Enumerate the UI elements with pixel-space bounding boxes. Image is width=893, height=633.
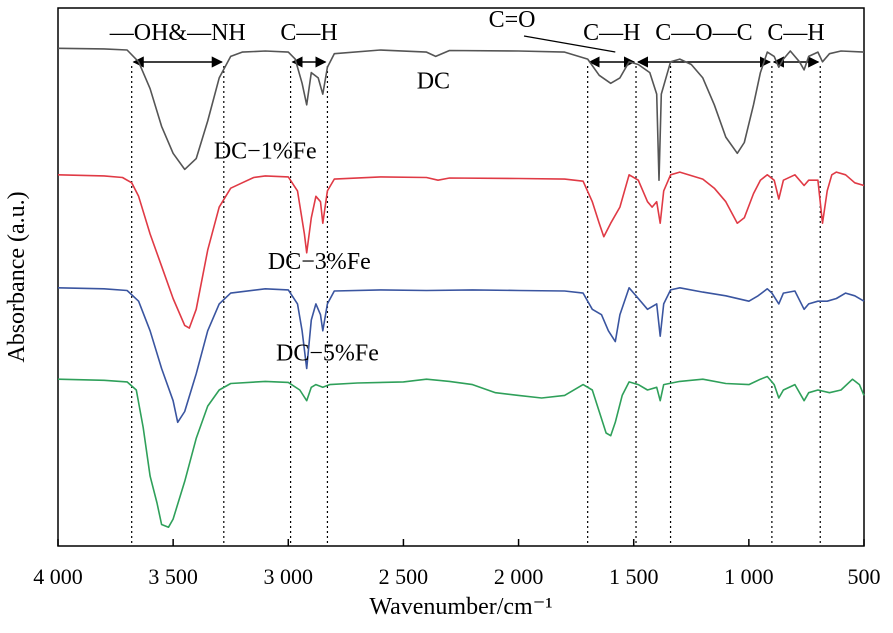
x-tick-label: 4 000 xyxy=(33,564,83,589)
x-tick-label: 2 000 xyxy=(494,564,544,589)
co-pointer-line xyxy=(523,35,616,53)
series-line-1 xyxy=(57,171,865,329)
x-axis: 4 000 3 500 3 000 2 500 2 000 1 500 1 000 500 xyxy=(33,539,881,589)
plot-frame xyxy=(57,7,865,547)
x-tick-label: 1 500 xyxy=(609,564,659,589)
series-label-1: DC−1%Fe xyxy=(214,139,317,165)
series-label-3: DC−5%Fe xyxy=(276,340,379,366)
series-line-3 xyxy=(57,375,865,528)
spectra: DC DC−1%Fe DC−3%Fe DC−5%Fe xyxy=(57,47,865,528)
series-label-2: DC−3%Fe xyxy=(268,249,371,275)
band-label: —OH&—NH xyxy=(109,20,246,46)
x-axis-label: Wavenumber/cm⁻¹ xyxy=(369,594,552,620)
series-line-2 xyxy=(57,287,865,424)
band-label: C—H xyxy=(767,20,824,46)
reference-lines xyxy=(131,66,821,546)
y-axis-label: Absorbance (a.u.) xyxy=(4,191,30,362)
band-label: C—H xyxy=(583,20,640,46)
x-tick-label: 3 500 xyxy=(148,564,198,589)
series-label-0: DC xyxy=(417,69,450,95)
series-line-0 xyxy=(57,47,865,181)
band-label: C—O—C xyxy=(655,20,752,46)
x-tick-label: 3 000 xyxy=(264,564,314,589)
x-tick-label: 2 500 xyxy=(379,564,429,589)
band-label-co: C=O xyxy=(489,7,536,33)
band-label: C—H xyxy=(280,20,337,46)
x-tick-label: 500 xyxy=(848,564,881,589)
band-annotations: —OH&—NH C—H C—H C—O—C C—H C=O xyxy=(109,7,825,68)
x-tick-label: 1 000 xyxy=(724,564,774,589)
